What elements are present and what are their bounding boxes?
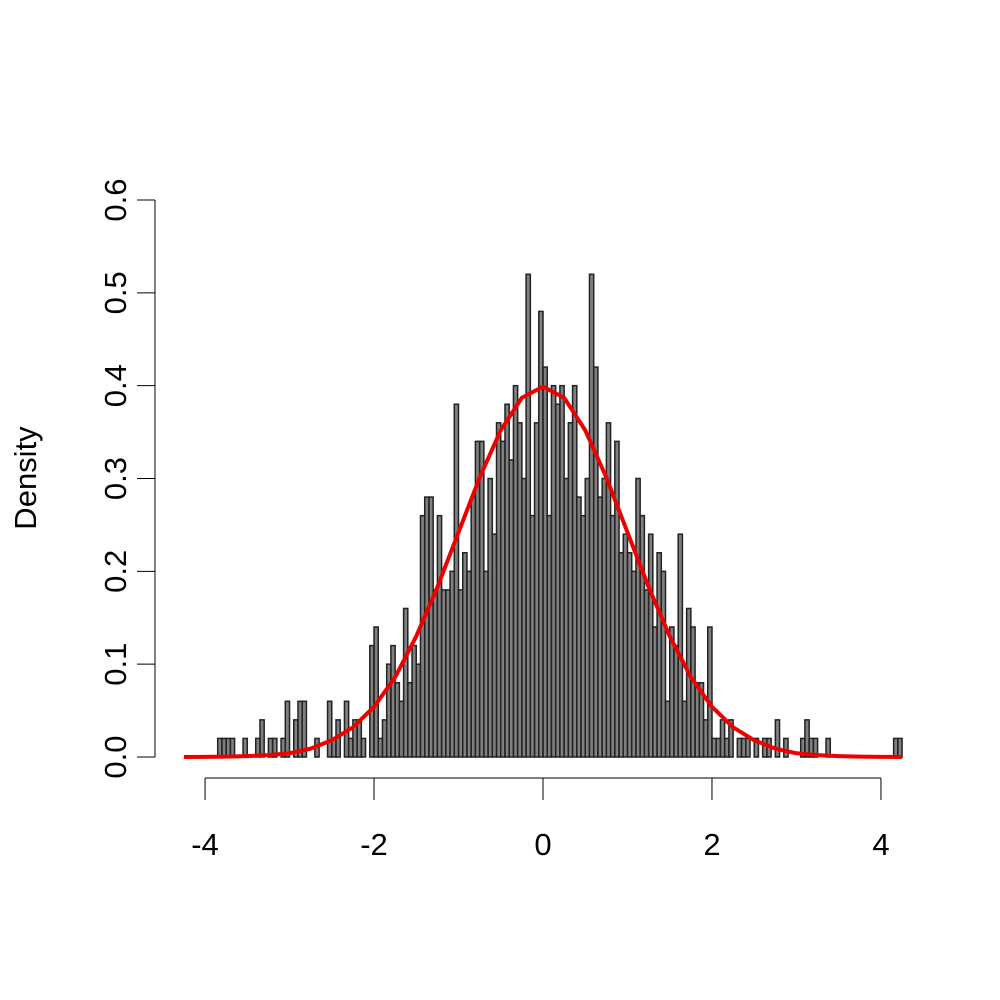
bar bbox=[301, 700, 308, 758]
y-tick-label: 0.5 bbox=[98, 271, 133, 314]
bar bbox=[745, 737, 751, 758]
bar bbox=[753, 737, 760, 758]
y-tick-label: 0.6 bbox=[98, 178, 133, 221]
y-axis-title: Density bbox=[8, 426, 43, 530]
bar bbox=[453, 403, 460, 758]
y-tick-label: 0.4 bbox=[98, 364, 133, 407]
bar bbox=[783, 737, 789, 758]
bar bbox=[326, 700, 333, 758]
bar bbox=[812, 737, 819, 758]
x-tick-label: 0 bbox=[534, 827, 551, 862]
bar bbox=[271, 737, 278, 758]
bar bbox=[660, 570, 667, 758]
bar bbox=[707, 626, 713, 758]
x-tick-label: -2 bbox=[360, 827, 388, 862]
x-tick-label: -4 bbox=[191, 827, 219, 862]
y-tick-label: 0.0 bbox=[98, 735, 133, 778]
bar bbox=[259, 719, 265, 758]
x-tick-label: 4 bbox=[872, 827, 889, 862]
bar bbox=[728, 719, 734, 758]
y-tick-label: 0.1 bbox=[98, 643, 133, 686]
density-curve bbox=[183, 384, 903, 759]
x-tick-label: 2 bbox=[703, 827, 720, 862]
bar bbox=[360, 737, 367, 758]
bar bbox=[229, 737, 236, 758]
bar bbox=[373, 626, 379, 758]
bar bbox=[677, 533, 684, 758]
y-tick-label: 0.2 bbox=[98, 550, 133, 593]
bar bbox=[774, 719, 781, 758]
bar bbox=[897, 737, 903, 758]
y-tick-label: 0.3 bbox=[98, 457, 133, 500]
bar bbox=[284, 700, 291, 758]
